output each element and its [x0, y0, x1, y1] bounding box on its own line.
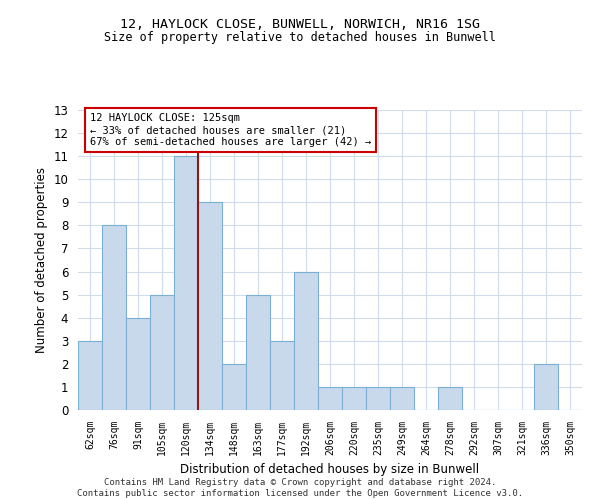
Bar [78, 341, 102, 410]
Text: Size of property relative to detached houses in Bunwell: Size of property relative to detached ho… [104, 31, 496, 44]
Bar [318, 387, 342, 410]
Text: 12 HAYLOCK CLOSE: 125sqm
← 33% of detached houses are smaller (21)
67% of semi-d: 12 HAYLOCK CLOSE: 125sqm ← 33% of detach… [90, 114, 371, 146]
Bar [198, 202, 222, 410]
Text: Contains HM Land Registry data © Crown copyright and database right 2024.
Contai: Contains HM Land Registry data © Crown c… [77, 478, 523, 498]
Bar [246, 294, 270, 410]
Bar [366, 387, 390, 410]
Bar [102, 226, 126, 410]
Bar [270, 341, 294, 410]
Bar [438, 387, 462, 410]
Bar [222, 364, 246, 410]
Bar [174, 156, 198, 410]
Y-axis label: Number of detached properties: Number of detached properties [35, 167, 48, 353]
Bar [294, 272, 318, 410]
Bar [534, 364, 558, 410]
Text: 12, HAYLOCK CLOSE, BUNWELL, NORWICH, NR16 1SG: 12, HAYLOCK CLOSE, BUNWELL, NORWICH, NR1… [120, 18, 480, 30]
Bar [342, 387, 366, 410]
Bar [390, 387, 414, 410]
Bar [150, 294, 174, 410]
Bar [126, 318, 150, 410]
X-axis label: Distribution of detached houses by size in Bunwell: Distribution of detached houses by size … [181, 464, 479, 476]
